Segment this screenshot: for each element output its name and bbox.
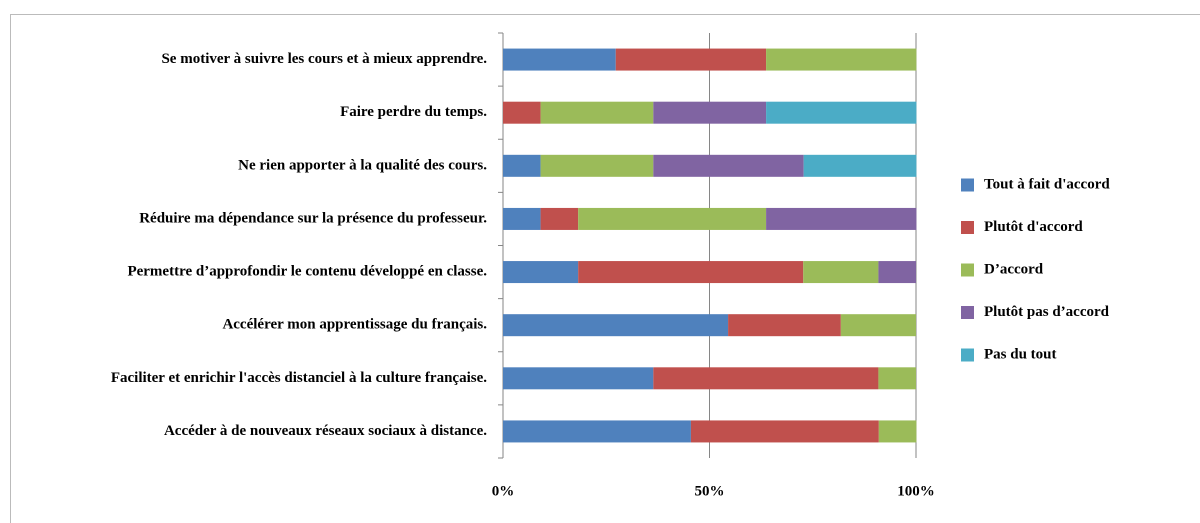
bar-segment (766, 101, 917, 124)
legend-swatch (961, 221, 974, 234)
bar-segment (840, 314, 916, 337)
legend-label: Pas du tout (984, 346, 1057, 362)
bar-segment (766, 207, 917, 230)
bar-segment (615, 48, 767, 71)
bar-segment (653, 154, 804, 177)
bar-segment (803, 154, 917, 177)
bar-segment (653, 101, 767, 124)
x-tick-label: 50% (695, 483, 725, 499)
bar-segment (503, 207, 541, 230)
y-tick-label: Accéder à de nouveaux réseaux sociaux à … (164, 423, 487, 439)
x-tick-label: 100% (897, 483, 935, 499)
bar-segment (728, 314, 841, 337)
bar-segment (690, 420, 879, 443)
legend-swatch (961, 178, 974, 192)
bar-segment (503, 314, 729, 337)
bar-segment (503, 261, 579, 284)
bar-segment (766, 48, 917, 71)
bar-segment (540, 207, 579, 230)
y-tick-label: Faciliter et enrichir l'accès distanciel… (111, 370, 487, 386)
y-tick-label: Se motiver à suivre les cours et à mieux… (161, 51, 487, 67)
bar-segment (878, 420, 917, 443)
bar-segment (503, 367, 654, 390)
bar-segment (878, 261, 916, 284)
bar-segment (503, 154, 541, 177)
bar-segment (653, 367, 879, 390)
bar-segment (540, 154, 654, 177)
bar-segment (503, 420, 691, 443)
legend-label: D’accord (984, 261, 1044, 277)
y-tick-label: Accélérer mon apprentissage du français. (222, 317, 487, 333)
y-tick-label: Réduire ma dépendance sur la présence du… (139, 210, 487, 226)
legend-label: Plutôt pas d’accord (984, 304, 1110, 320)
bar-segment (503, 101, 541, 124)
legend-label: Plutôt d'accord (984, 219, 1083, 235)
y-tick-label: Faire perdre du temps. (340, 104, 487, 120)
bar-segment (878, 367, 916, 390)
legend-swatch (961, 348, 974, 362)
bar-segment (578, 261, 804, 284)
bar-segment (540, 101, 654, 124)
legend-label: Tout à fait d'accord (984, 176, 1110, 192)
bar-segment (503, 48, 616, 71)
y-tick-label: Ne rien apporter à la qualité des cours. (238, 157, 487, 173)
y-tick-label: Permettre d’approfondir le contenu dével… (127, 264, 487, 280)
legend-swatch (961, 263, 974, 277)
bar-segment (803, 261, 879, 284)
legend-swatch (961, 306, 974, 319)
bar-segment (578, 207, 767, 230)
x-tick-label: 0% (492, 483, 515, 499)
